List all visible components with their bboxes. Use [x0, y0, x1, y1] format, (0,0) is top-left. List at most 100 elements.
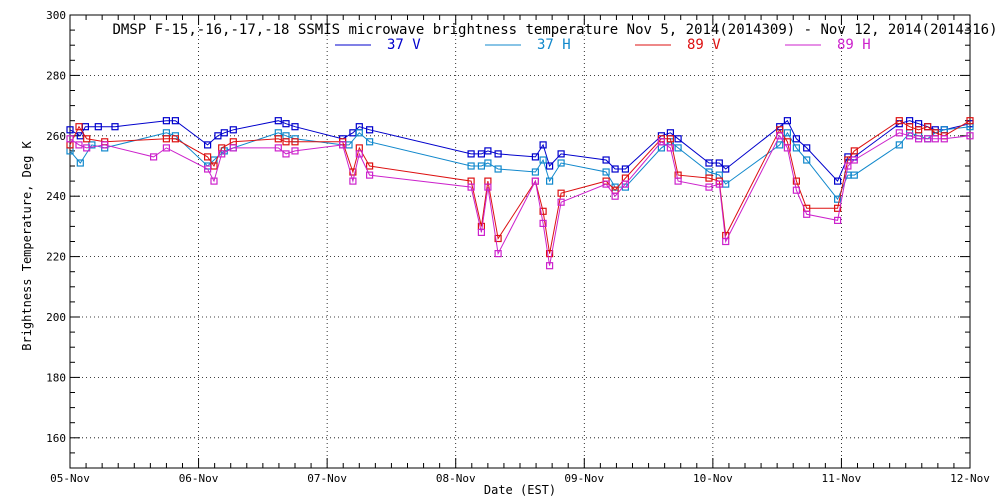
data-point	[204, 153, 212, 161]
y-tick-label: 240	[46, 190, 66, 203]
data-point	[484, 147, 492, 155]
series-89-v	[66, 117, 974, 258]
x-tick-label: 05-Nov	[50, 472, 90, 485]
data-point	[545, 250, 554, 258]
y-tick-label: 280	[46, 69, 66, 82]
data-point	[931, 135, 939, 143]
data-point	[783, 129, 792, 137]
data-point	[366, 162, 374, 170]
data-point	[220, 129, 228, 137]
data-point	[657, 138, 666, 146]
grid	[70, 15, 970, 468]
data-point	[792, 186, 801, 194]
data-point	[803, 210, 811, 218]
data-point	[539, 207, 547, 215]
data-point	[666, 135, 675, 143]
data-point	[783, 117, 792, 125]
data-point	[467, 162, 475, 170]
data-point	[467, 183, 475, 191]
data-point	[803, 144, 811, 152]
legend: 37 V 37 H 89 V 89 H	[335, 37, 871, 53]
data-point	[539, 141, 547, 149]
data-point	[611, 192, 619, 200]
data-point	[204, 141, 212, 149]
data-point	[162, 144, 170, 152]
data-point	[75, 141, 83, 149]
series-89-h	[66, 129, 974, 270]
data-point	[674, 135, 682, 143]
data-point	[83, 144, 91, 152]
data-point	[705, 174, 713, 182]
data-point	[545, 262, 554, 270]
data-point	[111, 123, 119, 131]
y-tick-label: 200	[46, 311, 66, 324]
x-tick-label: 07-Nov	[307, 472, 347, 485]
data-point	[833, 195, 842, 203]
series-line-89-h	[69, 132, 971, 266]
data-point	[715, 180, 723, 188]
data-point	[94, 123, 102, 131]
data-point	[494, 250, 502, 258]
data-point	[291, 123, 299, 131]
data-point	[602, 168, 610, 176]
data-point	[162, 117, 170, 125]
data-point	[914, 135, 923, 143]
data-point	[539, 219, 547, 227]
y-tick-label: 220	[46, 251, 66, 264]
data-point	[150, 153, 158, 161]
data-point	[75, 123, 83, 131]
chart-title: DMSP F-15,-16,-17,-18 SSMIS microwave br…	[112, 22, 997, 38]
data-point	[674, 144, 682, 152]
series-37-v	[66, 117, 974, 185]
data-point	[291, 147, 299, 155]
data-point	[792, 135, 801, 143]
data-point	[833, 177, 842, 185]
data-point	[666, 144, 675, 152]
data-point	[162, 135, 170, 143]
data-point	[905, 132, 914, 140]
legend-label: 89 V	[687, 37, 721, 53]
data-point	[905, 123, 914, 131]
data-point	[484, 183, 492, 191]
data-point	[621, 180, 630, 188]
data-point	[76, 159, 84, 167]
data-point	[940, 135, 948, 143]
y-tick-label: 260	[46, 130, 66, 143]
data-point	[776, 141, 784, 149]
data-point	[355, 150, 363, 158]
data-point	[171, 135, 179, 143]
data-point	[66, 126, 74, 134]
data-point	[557, 159, 565, 167]
data-point	[531, 177, 540, 185]
data-point	[355, 129, 363, 137]
data-point	[204, 165, 212, 173]
y-tick-label: 300	[46, 9, 66, 22]
data-point	[792, 177, 801, 185]
data-point	[531, 168, 540, 176]
x-tick-label: 09-Nov	[564, 472, 604, 485]
data-point	[895, 141, 903, 149]
data-point	[101, 141, 109, 149]
data-point	[722, 237, 730, 246]
x-tick-label: 11-Nov	[822, 472, 862, 485]
data-point	[705, 159, 713, 167]
data-point	[611, 165, 619, 173]
data-point	[282, 150, 290, 158]
data-point	[66, 135, 74, 143]
data-point	[803, 156, 811, 164]
x-tick-label: 10-Nov	[693, 472, 733, 485]
data-point	[274, 117, 282, 125]
data-point	[722, 165, 730, 173]
data-point	[923, 135, 932, 143]
data-point	[274, 144, 282, 152]
legend-label: 37 H	[537, 37, 571, 53]
data-point	[833, 216, 842, 224]
data-point	[531, 153, 540, 161]
data-point	[467, 150, 475, 158]
data-point	[966, 132, 974, 140]
data-point	[895, 117, 903, 125]
data-point	[494, 165, 502, 173]
data-point	[477, 228, 485, 236]
axis-ticks: 160 180 200 220 240 260 280 300 05-Nov 06-Nov 07-N…	[46, 9, 990, 485]
